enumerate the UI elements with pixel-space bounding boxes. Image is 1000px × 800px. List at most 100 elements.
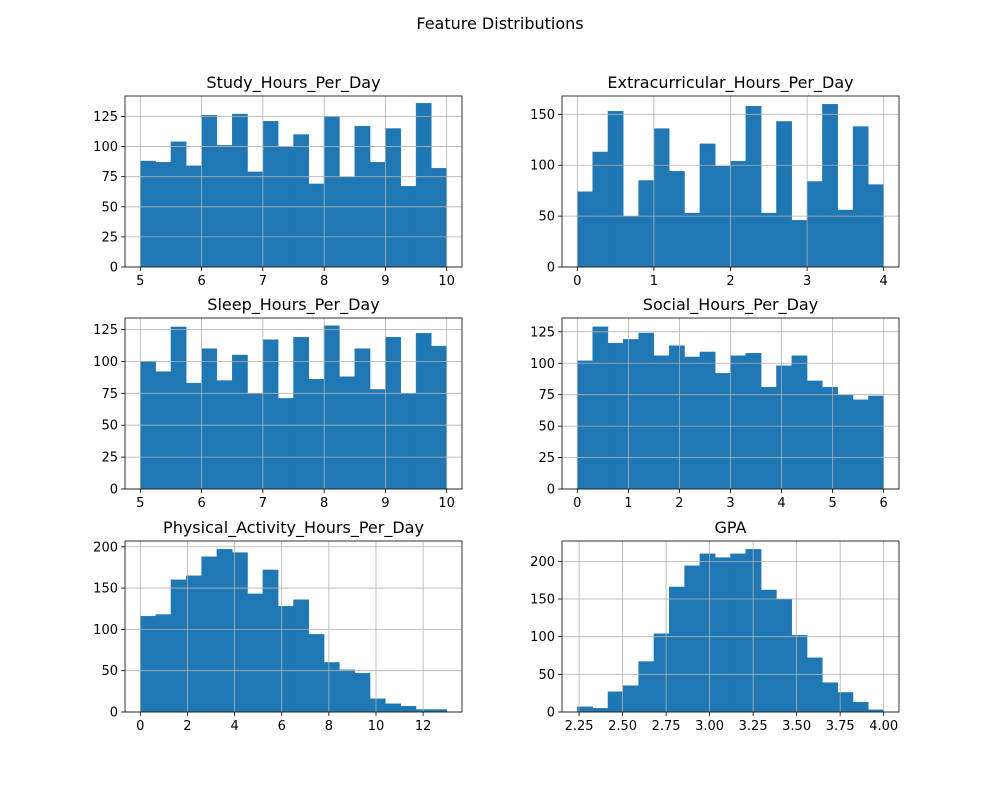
histogram-bar (415, 103, 432, 268)
histogram-bar (140, 615, 156, 713)
y-tick-label: 150 (530, 108, 555, 123)
histogram-bar (431, 345, 447, 490)
histogram-bar (323, 662, 340, 713)
y-tick-label: 125 (93, 110, 118, 125)
x-tick-label: 4 (230, 719, 238, 734)
y-tick-label: 100 (93, 140, 118, 155)
histogram-bar (745, 105, 762, 268)
histogram-bar (247, 171, 264, 268)
y-tick-label: 50 (538, 668, 555, 683)
histogram-bar (623, 339, 639, 490)
histogram-bar (262, 339, 279, 490)
subplot-5: 0 2 4 6 8 10 12 0 50 100 150 200 Physical_Activity_H… (93, 518, 463, 734)
histogram-bar (730, 553, 747, 713)
x-tick-label: 9 (381, 274, 389, 289)
axes-frame (124, 95, 463, 268)
x-tick-label: 2 (675, 496, 683, 511)
subplot-title: Study_Hours_Per_Day (206, 73, 380, 93)
histogram-bar (186, 382, 202, 490)
x-tick-label: 4.00 (869, 719, 898, 734)
histogram-bar (837, 394, 854, 490)
histogram-bar (262, 121, 279, 268)
subplot-title: GPA (715, 518, 747, 537)
histogram-bar (354, 125, 371, 268)
histogram-bar (385, 336, 401, 490)
histogram-bar (745, 353, 762, 490)
histogram-bar (369, 698, 386, 713)
histogram-bar (607, 342, 624, 490)
axes-frame (124, 317, 463, 490)
histogram-bar (577, 360, 593, 490)
y-tick-label: 0 (110, 261, 118, 276)
histogram-bar (262, 569, 279, 713)
histogram-bar (638, 332, 655, 490)
histogram-bar (806, 380, 823, 490)
x-tick-label: 9 (381, 496, 389, 511)
histogram-bar (684, 565, 701, 713)
histogram-bar (385, 703, 401, 713)
histogram-bar (791, 219, 808, 268)
y-tick-label: 200 (93, 540, 118, 555)
histogram-bar (354, 348, 371, 490)
histogram-bar (369, 389, 386, 490)
y-tick-label: 0 (547, 706, 555, 721)
y-tick-label: 75 (101, 170, 118, 185)
histogram-bar (669, 345, 685, 490)
x-tick-label: 7 (259, 274, 267, 289)
histogram-bar (822, 103, 838, 268)
figure-title: Feature Distributions (416, 14, 583, 33)
histogram-bar (653, 633, 670, 713)
y-tick-label: 100 (530, 630, 555, 645)
histogram-bars (577, 326, 884, 490)
y-tick-label: 0 (547, 483, 555, 498)
histogram-bar (369, 162, 386, 268)
histogram-bar (415, 333, 432, 490)
x-tick-label: 5 (828, 496, 836, 511)
histogram-bar (776, 121, 792, 268)
histogram-bar (201, 115, 218, 268)
histogram-bar (339, 176, 355, 268)
histogram-bar (776, 598, 792, 713)
x-tick-label: 0 (136, 719, 144, 734)
histogram-bar (577, 706, 593, 713)
subplot-title: Sleep_Hours_Per_Day (207, 295, 379, 315)
histogram-bar (216, 145, 233, 268)
subplot-2: 0 1 2 3 4 0 50 100 150 Extracurricular_Hours_Per_… (530, 73, 900, 289)
x-tick-label: 6 (197, 496, 205, 511)
histogram-bars (577, 549, 884, 713)
histogram-bar (293, 336, 310, 490)
histogram-bar (730, 160, 747, 268)
histogram-bar (170, 326, 187, 490)
y-tick-label: 25 (101, 451, 118, 466)
histogram-bars (140, 325, 447, 490)
x-tick-label: 3.00 (695, 719, 724, 734)
histogram-bar (822, 682, 838, 713)
histogram-bar (247, 593, 264, 713)
histogram-bar (354, 672, 371, 713)
histogram-bar (277, 398, 294, 490)
y-tick-label: 100 (530, 357, 555, 372)
histogram-bar (577, 191, 593, 268)
histogram-bar (400, 186, 417, 268)
x-tick-label: 3 (726, 496, 734, 511)
x-tick-label: 2 (726, 274, 734, 289)
histogram-bar (714, 166, 731, 268)
x-tick-label: 10 (368, 719, 385, 734)
x-tick-label: 2.75 (652, 719, 681, 734)
histogram-bar (669, 171, 685, 268)
subplot-6: 2.25 2.50 2.75 3.00 3.25 3.50 3.75 4.00 0 50 100 15… (530, 518, 900, 734)
histogram-bar (837, 209, 854, 268)
histogram-bar (868, 395, 884, 490)
histogram-bar (791, 634, 808, 713)
histogram-bar (852, 702, 869, 713)
histogram-bar (170, 579, 187, 713)
axes-frame (124, 540, 463, 713)
x-tick-label: 8 (325, 719, 333, 734)
x-tick-label: 8 (320, 496, 328, 511)
histogram-bar (400, 706, 417, 713)
x-tick-label: 10 (438, 496, 455, 511)
histogram-bar (247, 393, 264, 490)
x-tick-label: 10 (438, 274, 455, 289)
x-tick-label: 4 (880, 274, 888, 289)
x-tick-label: 3.50 (782, 719, 811, 734)
